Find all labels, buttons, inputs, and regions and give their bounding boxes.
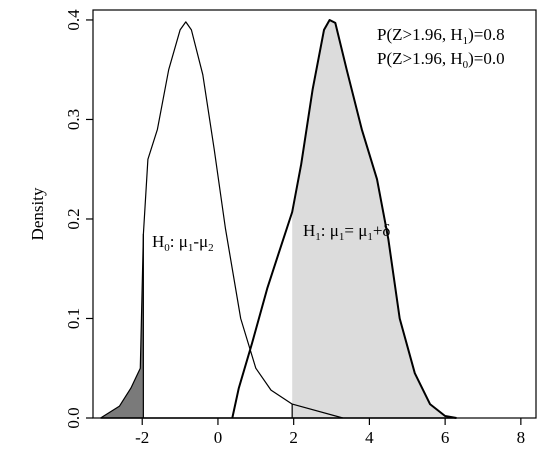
axis-layer: -2 0 2 4 6 8 0.0 0.1 0.2 0.3 0.4 Density xyxy=(28,9,525,447)
shaded-region-h1-2 xyxy=(292,20,457,418)
x-tick-label: 0 xyxy=(214,428,223,447)
curve-h1 xyxy=(231,19,457,419)
plot-layer xyxy=(100,19,457,419)
y-tick-label: 0.1 xyxy=(64,308,83,329)
y-axis-title: Density xyxy=(28,187,47,240)
y-tick-label: 0.2 xyxy=(64,208,83,229)
x-tick-label: 6 xyxy=(441,428,450,447)
shaded-region-h0-0 xyxy=(100,233,144,418)
legend-line-2: P(Z>1.96, H0)=0.0 xyxy=(377,49,505,71)
y-tick-label: 0.3 xyxy=(64,109,83,130)
plot-frame xyxy=(92,9,537,419)
curve-h0 xyxy=(100,21,344,419)
h0-label: H0: μ1-μ2 xyxy=(152,232,214,254)
legend-line-1: P(Z>1.96, H1)=0.8 xyxy=(377,25,505,47)
x-tick-label: -2 xyxy=(135,428,149,447)
x-tick-label: 2 xyxy=(289,428,298,447)
y-tick-label: 0.0 xyxy=(64,407,83,428)
y-tick-label: 0.4 xyxy=(64,9,83,31)
x-tick-label: 8 xyxy=(517,428,526,447)
x-tick-label: 4 xyxy=(365,428,374,447)
